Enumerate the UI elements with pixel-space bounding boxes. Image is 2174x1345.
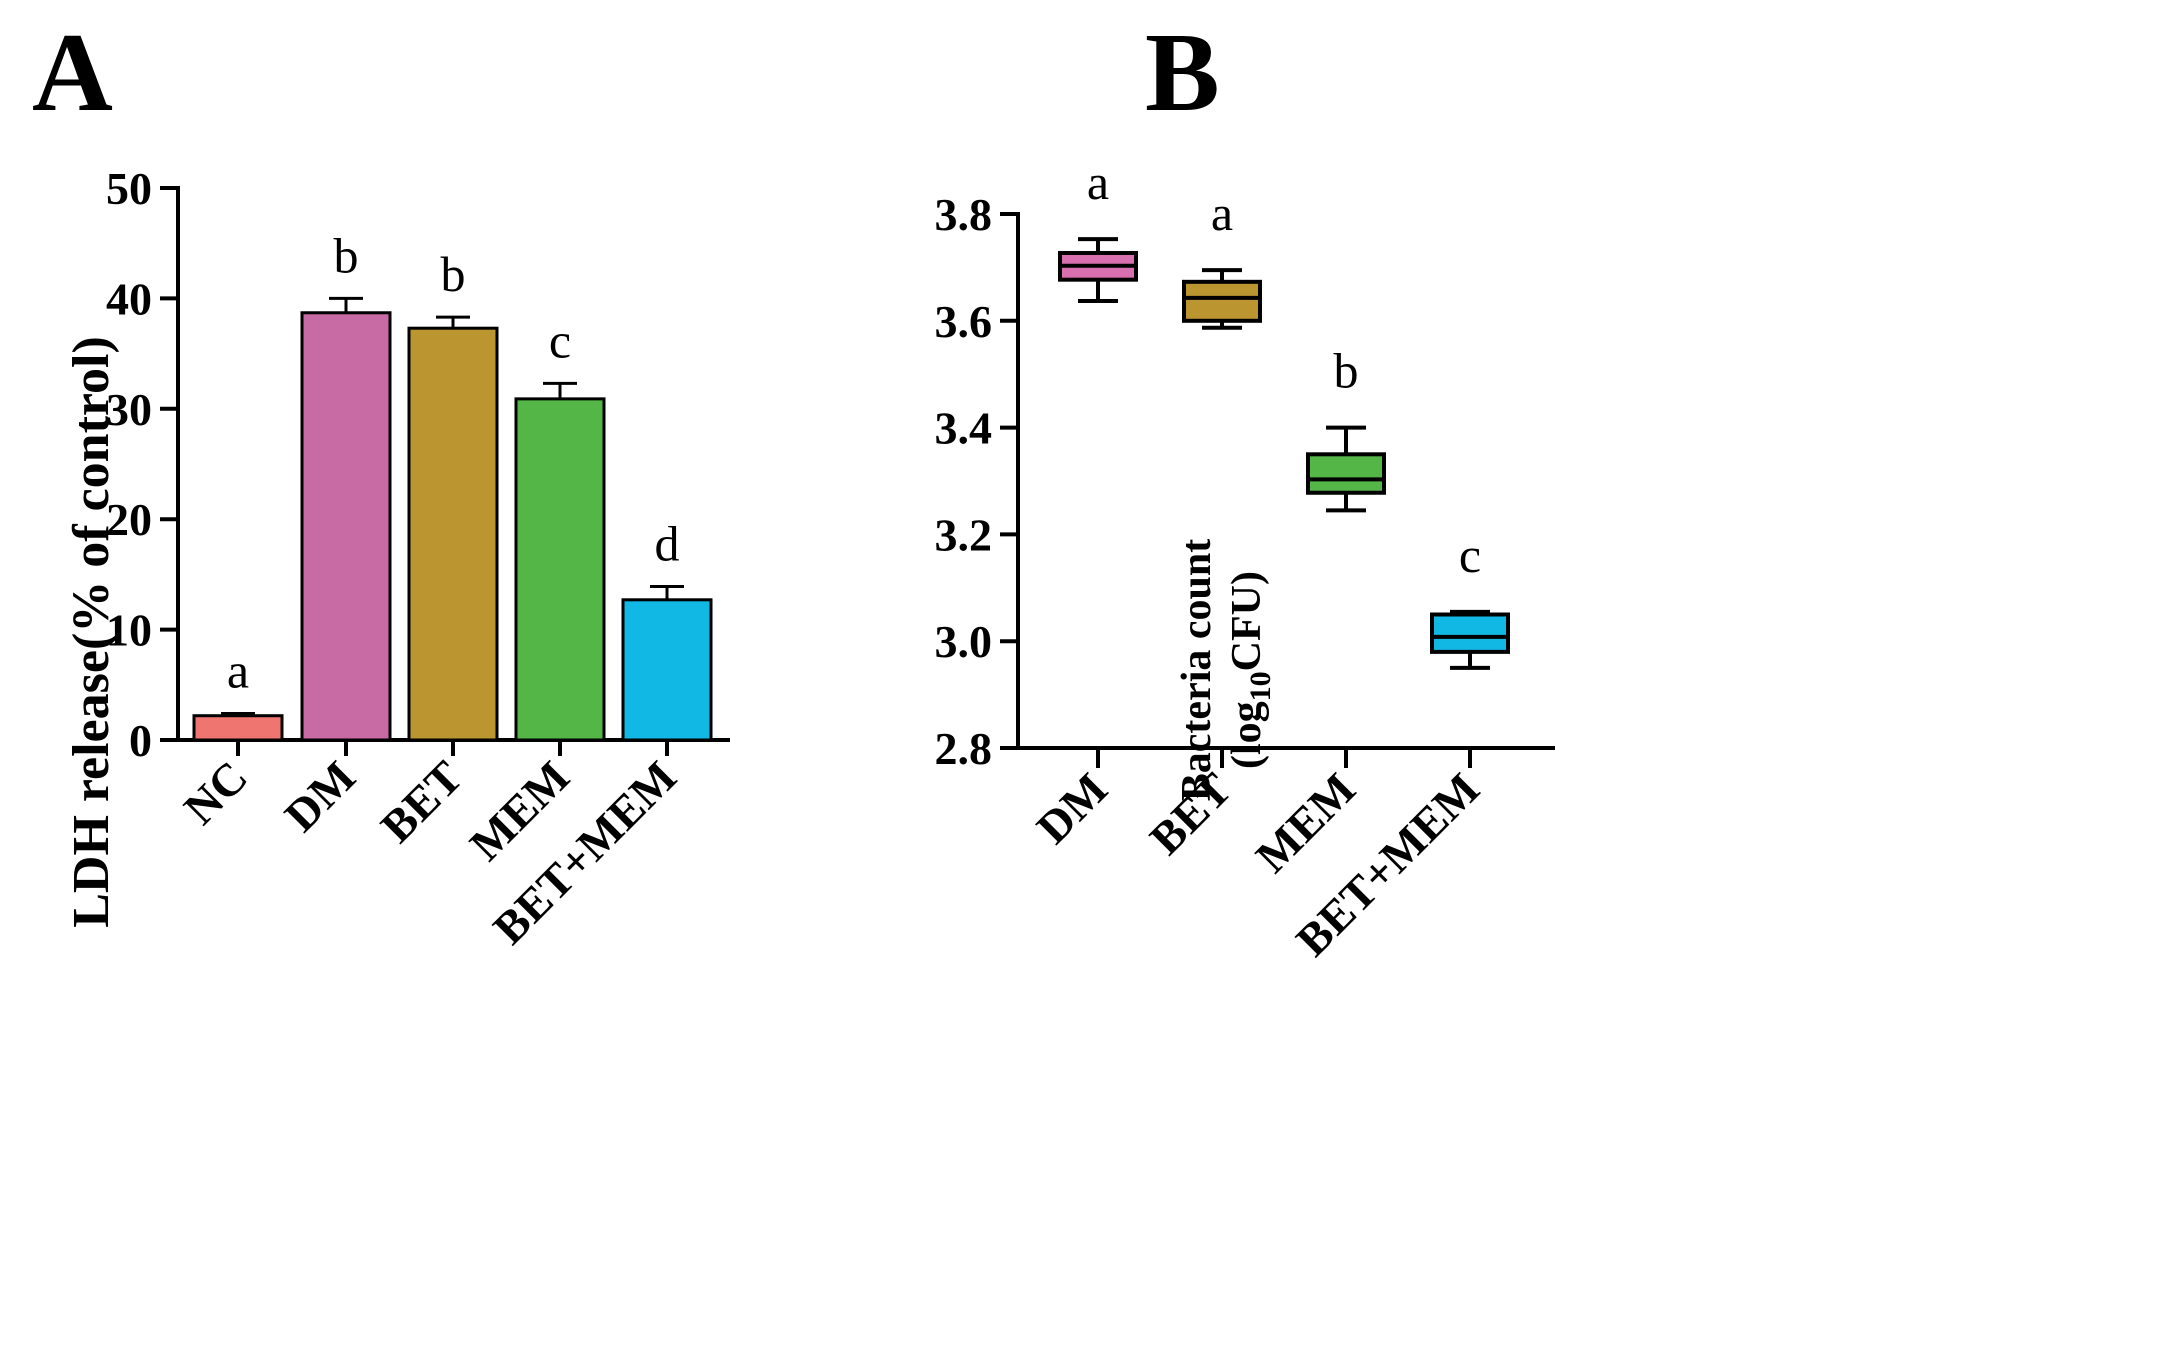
chart-a-y-axis-label: LDH release(% of control) bbox=[63, 336, 120, 928]
chart-b-box bbox=[1306, 452, 1386, 495]
chart-a-significance-label: d bbox=[655, 516, 680, 572]
chart-b-significance-label: a bbox=[1087, 154, 1109, 210]
chart-b-box bbox=[1430, 612, 1510, 654]
panel-label-a: A bbox=[32, 11, 113, 135]
chart-a-y-tick-label: 40 bbox=[106, 273, 152, 324]
chart-a-bar bbox=[300, 311, 392, 742]
chart-a-y-tick-label: 0 bbox=[129, 715, 152, 766]
chart-a-category-label: NC bbox=[174, 751, 257, 834]
chart-b-y-tick-label: 3.2 bbox=[935, 509, 993, 560]
chart-b-significance-label: a bbox=[1211, 185, 1233, 241]
ylabel-sub-pre: (log bbox=[1224, 701, 1270, 769]
chart-b-y-axis-label-main: Bacteria count bbox=[1174, 539, 1220, 801]
chart-b-y-axis-label: Bacteria count (log10CFU) bbox=[1174, 539, 1277, 801]
chart-b-box bbox=[1182, 279, 1262, 323]
chart-a-ldh-release: LDH release(% of control) 0 10 20 30 40 50 a NC… bbox=[63, 163, 730, 954]
ylabel-sub-subscript: 10 bbox=[1244, 671, 1277, 701]
chart-a-significance-label: b bbox=[441, 246, 466, 302]
chart-a-bar bbox=[192, 714, 284, 742]
panel-label-b: B bbox=[1145, 11, 1220, 135]
chart-b-y-tick-label: 2.8 bbox=[935, 723, 993, 774]
chart-b-category-label: BET bbox=[1140, 763, 1241, 864]
chart-a-category-label: DM bbox=[275, 751, 365, 841]
chart-a-significance-label: c bbox=[549, 312, 571, 368]
chart-a-significance-label: b bbox=[334, 227, 359, 283]
chart-b-y-axis-label-sub: (log10CFU) bbox=[1224, 571, 1277, 769]
chart-b-y-tick-label: 3.8 bbox=[935, 189, 993, 240]
chart-a-y-tick-label: 30 bbox=[106, 384, 152, 435]
chart-b-y-tick-label: 3.6 bbox=[935, 296, 993, 347]
ylabel-sub-post: CFU) bbox=[1224, 571, 1270, 671]
chart-a-significance-label: a bbox=[227, 643, 249, 699]
chart-a-category-label: BET bbox=[371, 751, 472, 852]
chart-b-y-tick-label: 3.4 bbox=[935, 403, 993, 454]
chart-a-bar bbox=[514, 397, 606, 742]
chart-b-significance-label: c bbox=[1459, 527, 1481, 583]
chart-a-bar bbox=[407, 326, 499, 742]
chart-a-y-tick-label: 50 bbox=[106, 163, 152, 214]
chart-a-bar bbox=[621, 598, 713, 742]
chart-b-y-tick-label: 3.0 bbox=[935, 616, 993, 667]
chart-b-category-label: DM bbox=[1027, 763, 1117, 853]
chart-b-category-label: MEM bbox=[1246, 763, 1365, 882]
chart-b-bacteria-count: Bacteria count (log10CFU) 2.8 3.0 3.2 3.4 3.… bbox=[935, 154, 1555, 966]
chart-a-y-tick-label: 10 bbox=[106, 605, 152, 656]
chart-b-significance-label: b bbox=[1334, 343, 1359, 399]
chart-a-y-tick-label: 20 bbox=[106, 494, 152, 545]
